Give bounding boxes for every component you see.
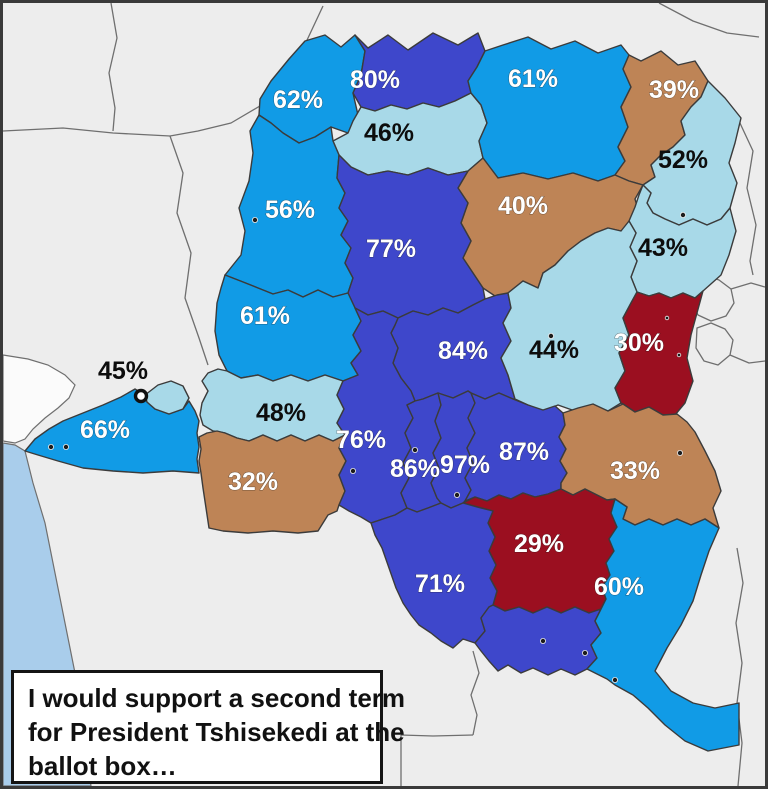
- city-dots: [48, 211, 687, 684]
- city-dot: [251, 216, 258, 223]
- map-region: [24, 388, 200, 474]
- city-dot: [453, 491, 460, 498]
- region-value-label: 66%: [80, 416, 130, 444]
- region-value-label: 39%: [649, 76, 699, 104]
- city-dot: [48, 443, 55, 450]
- region-value-label: 33%: [610, 457, 660, 485]
- region-value-label: 80%: [350, 66, 400, 94]
- region-value-label: 46%: [364, 119, 414, 147]
- region-value-label: 77%: [366, 235, 416, 263]
- region-value-label: 87%: [499, 438, 549, 466]
- region-value-label: 45%: [98, 357, 148, 385]
- region-value-label: 61%: [508, 65, 558, 93]
- region-value-label: 44%: [529, 336, 579, 364]
- caption-box: I would support a second term for Presid…: [11, 670, 406, 784]
- city-dot: [548, 332, 555, 339]
- city-dot: [63, 443, 70, 450]
- neighbor-region-white: [3, 354, 76, 444]
- region-value-label: 71%: [415, 570, 465, 598]
- map-region: [467, 36, 632, 182]
- map-region: [474, 604, 602, 676]
- map-region: [198, 430, 347, 534]
- town-dot: [676, 352, 682, 358]
- province-regions: [24, 32, 742, 752]
- city-dot: [680, 211, 687, 218]
- region-value-label: 43%: [638, 234, 688, 262]
- caption-line-2: for President Tshisekedi at the: [28, 717, 405, 747]
- region-value-label: 29%: [514, 530, 564, 558]
- region-value-label: 52%: [658, 146, 708, 174]
- city-dot: [582, 650, 589, 657]
- caption-line-3: ballot box…: [28, 751, 177, 781]
- caption-line-1: I would support a second term: [28, 683, 406, 713]
- map-region: [370, 502, 498, 649]
- city-dot: [677, 449, 684, 456]
- region-value-label: 56%: [265, 196, 315, 224]
- region-value-label: 62%: [273, 86, 323, 114]
- city-dot: [540, 638, 547, 645]
- region-value-label: 84%: [438, 337, 488, 365]
- region-value-label: 76%: [336, 426, 386, 454]
- town-dot: [664, 315, 670, 321]
- region-labels: 62% 80% 46% 61% 39% 52% 56% 40% 43% 77% 61% 84% 44% 3…: [79, 65, 708, 602]
- region-value-label: 61%: [240, 302, 290, 330]
- map-region: [144, 380, 190, 415]
- region-value-label: 30%: [614, 329, 664, 357]
- region-value-label: 40%: [498, 192, 548, 220]
- region-value-label: 48%: [256, 399, 306, 427]
- capital-city-marker: [133, 388, 149, 404]
- drc-map: 62% 80% 46% 61% 39% 52% 56% 40% 43% 77% 61% 84% 44% 3…: [3, 3, 765, 786]
- region-value-label: 97%: [440, 451, 490, 479]
- region-value-label: 60%: [594, 573, 644, 601]
- map-region: [586, 498, 740, 752]
- city-dot: [411, 446, 418, 453]
- city-dot: [612, 677, 619, 684]
- city-dot: [349, 467, 356, 474]
- region-value-label: 32%: [228, 468, 278, 496]
- region-value-label: 86%: [390, 455, 440, 483]
